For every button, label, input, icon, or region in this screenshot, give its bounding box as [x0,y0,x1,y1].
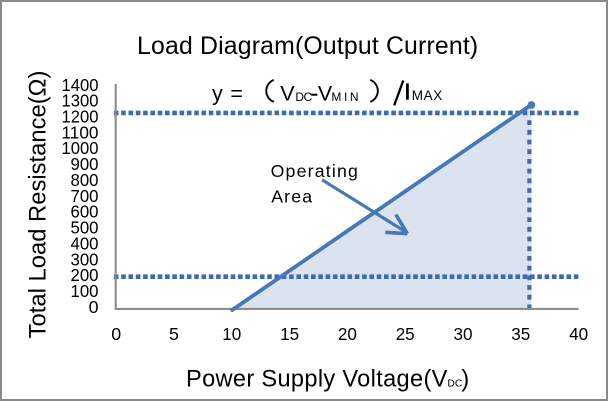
svg-text:Power Supply Voltage(V: Power Supply Voltage(V [186,366,448,392]
svg-text:10: 10 [222,324,241,344]
svg-text:y: y [212,81,223,105]
svg-text:1300: 1300 [62,91,99,111]
svg-text:500: 500 [71,218,99,238]
svg-text:5: 5 [169,324,179,344]
svg-text:35: 35 [511,324,530,344]
svg-text:V: V [318,81,333,105]
svg-text:1400: 1400 [62,75,99,95]
svg-text:0: 0 [89,297,99,317]
svg-text:15: 15 [280,324,299,344]
svg-text:Area: Area [271,186,313,206]
svg-text:1200: 1200 [62,106,99,126]
svg-text:Load Diagram(Output Current): Load Diagram(Output Current) [137,33,478,60]
svg-text:30: 30 [454,324,473,344]
svg-text:1100: 1100 [62,122,99,142]
svg-text:700: 700 [71,186,99,206]
svg-text:=: = [230,81,243,105]
svg-text:MIN: MIN [331,90,361,104]
svg-text:DC: DC [447,378,462,389]
svg-text:MAX: MAX [412,88,443,103]
svg-text:DC: DC [295,90,312,104]
svg-text:V: V [280,81,295,105]
svg-text:40: 40 [569,324,588,344]
svg-text:Total Load Resistance(Ω): Total Load Resistance(Ω) [24,71,51,339]
svg-text:0: 0 [111,324,121,344]
svg-text:Operating: Operating [271,161,359,181]
svg-text:200: 200 [71,265,99,285]
svg-text:400: 400 [71,233,99,253]
svg-text:25: 25 [396,324,415,344]
svg-text:100: 100 [71,281,99,301]
svg-text:900: 900 [71,154,99,174]
svg-text:20: 20 [338,324,357,344]
svg-text:300: 300 [71,249,99,269]
svg-text:): ) [461,366,469,392]
svg-text:800: 800 [71,170,99,190]
svg-text:1000: 1000 [62,138,99,158]
svg-text:600: 600 [71,202,99,222]
